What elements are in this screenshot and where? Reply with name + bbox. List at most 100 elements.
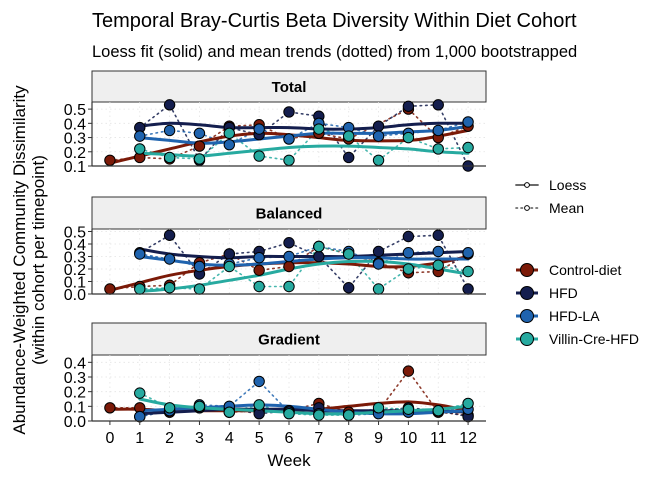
- legend-key-point: [520, 332, 534, 346]
- legend-label-loess: Loess: [549, 177, 586, 193]
- point-villin-cre-hfd: [193, 153, 206, 165]
- x-tick-label: 11: [430, 430, 447, 447]
- loess-line-villin-cre-hfd: [138, 259, 470, 293]
- point-villin-cre-hfd: [372, 283, 385, 295]
- y-tick-label: 0.5: [64, 102, 86, 119]
- point-hfd: [223, 248, 236, 260]
- point-villin-cre-hfd: [402, 263, 415, 275]
- point-hfd: [372, 245, 385, 258]
- point-hfd-la: [193, 127, 206, 139]
- facet-strip-label: Balanced: [256, 206, 323, 223]
- x-tick-label: 8: [344, 430, 353, 447]
- legend-key-point: [520, 263, 534, 277]
- point-villin-cre-hfd: [223, 406, 236, 418]
- point-villin-cre-hfd: [283, 154, 295, 167]
- point-hfd: [432, 99, 444, 111]
- chart-subtitle: Loess fit (solid) and mean trends (dotte…: [92, 43, 577, 61]
- facet-strip-label: Gradient: [258, 332, 320, 349]
- point-villin-cre-hfd: [432, 259, 444, 271]
- point-villin-cre-hfd: [313, 409, 325, 421]
- point-hfd-la: [134, 410, 146, 423]
- point-hfd-la: [283, 133, 295, 145]
- point-control-diet: [402, 365, 415, 377]
- loess-line-villin-cre-hfd: [138, 144, 470, 158]
- y-tick-label: 0.2: [64, 262, 86, 279]
- point-villin-cre-hfd: [342, 248, 355, 260]
- facet-strip: [91, 322, 487, 356]
- y-tick-label: 0.5: [64, 225, 86, 242]
- legend-key-point: [520, 309, 534, 323]
- point-villin-cre-hfd: [283, 280, 295, 293]
- y-axis-label-line2: (within cohort per timepoint): [29, 155, 48, 365]
- panel-gradient: Gradient 0.00.10.20.30.4: [64, 322, 487, 431]
- point-villin-cre-hfd: [313, 123, 325, 135]
- point-villin-cre-hfd: [134, 283, 146, 295]
- point-villin-cre-hfd: [253, 280, 265, 293]
- y-tick-label: 0.2: [64, 145, 86, 162]
- y-axis-label-line1: Abundance-Weighted Community Dissimilari…: [10, 85, 29, 435]
- legend-label-hfd: HFD: [549, 285, 578, 301]
- facet-strip-label: Total: [272, 79, 307, 96]
- point-villin-cre-hfd: [462, 141, 474, 154]
- x-tick-label: 12: [459, 430, 477, 447]
- point-hfd: [372, 120, 385, 132]
- point-control-diet: [104, 402, 116, 414]
- point-hfd: [342, 151, 355, 164]
- point-villin-cre-hfd: [134, 387, 146, 399]
- point-villin-cre-hfd: [253, 399, 265, 411]
- y-tick-label: 0.3: [64, 131, 86, 148]
- x-tick-label: 4: [225, 430, 234, 447]
- point-hfd-la: [372, 130, 385, 142]
- point-hfd: [313, 250, 325, 263]
- legend-label-mean: Mean: [549, 200, 584, 216]
- y-tick-label: 0.2: [64, 385, 86, 402]
- point-villin-cre-hfd: [313, 240, 325, 253]
- x-tick-label: 7: [314, 430, 323, 447]
- point-villin-cre-hfd: [462, 397, 474, 410]
- point-villin-cre-hfd: [163, 151, 176, 164]
- point-villin-cre-hfd: [342, 130, 355, 142]
- point-villin-cre-hfd: [372, 402, 385, 414]
- chart-title: Temporal Bray-Curtis Beta Diversity With…: [92, 10, 577, 32]
- y-tick-label: 0.0: [64, 287, 86, 304]
- loess-line-hfd: [138, 247, 470, 260]
- y-tick-label: 0.1: [64, 399, 86, 416]
- y-tick-label: 0.4: [64, 355, 86, 372]
- legend-cohort: Control-diet HFD HFD-LA Villin-Cre-HFD: [516, 262, 639, 347]
- legend-key-point: [524, 205, 530, 211]
- point-hfd: [462, 283, 474, 295]
- legend-key-point: [520, 286, 534, 300]
- point-control-diet: [104, 154, 116, 167]
- point-villin-cre-hfd: [283, 407, 295, 420]
- legend-label-control-diet: Control-diet: [549, 262, 621, 278]
- point-hfd: [283, 237, 295, 249]
- y-tick-label: 0.4: [64, 237, 86, 254]
- legend-key-point: [524, 182, 530, 188]
- point-villin-cre-hfd: [134, 143, 146, 155]
- point-hfd-la: [193, 260, 206, 273]
- y-tick-label: 0.4: [64, 116, 86, 133]
- point-villin-cre-hfd: [432, 143, 444, 155]
- point-villin-cre-hfd: [372, 154, 385, 167]
- y-tick-label: 0.1: [64, 159, 86, 176]
- x-tick-label: 3: [195, 430, 204, 447]
- x-tick-label: 9: [374, 430, 383, 447]
- point-villin-cre-hfd: [402, 403, 415, 415]
- point-villin-cre-hfd: [462, 265, 474, 278]
- x-tick-label: 6: [285, 430, 294, 447]
- point-villin-cre-hfd: [163, 402, 176, 414]
- y-tick-label: 0.3: [64, 370, 86, 387]
- x-axis: 0 1 2 3 4 5 6 7 8 9 10 11 12: [105, 421, 477, 447]
- panel-total: Total 0.10.20.30.40.5: [64, 70, 487, 176]
- y-tick-label: 0.3: [64, 250, 86, 267]
- point-hfd-la: [163, 253, 176, 265]
- point-control-diet: [104, 283, 116, 295]
- point-villin-cre-hfd: [193, 400, 206, 413]
- y-tick-label: 0.1: [64, 275, 86, 292]
- point-hfd-la: [372, 258, 385, 270]
- facet-panels: Total0.10.20.30.40.5Balanced0.00.10.20.3…: [64, 70, 487, 431]
- point-villin-cre-hfd: [163, 282, 176, 294]
- point-hfd: [432, 229, 444, 241]
- point-hfd: [402, 230, 415, 243]
